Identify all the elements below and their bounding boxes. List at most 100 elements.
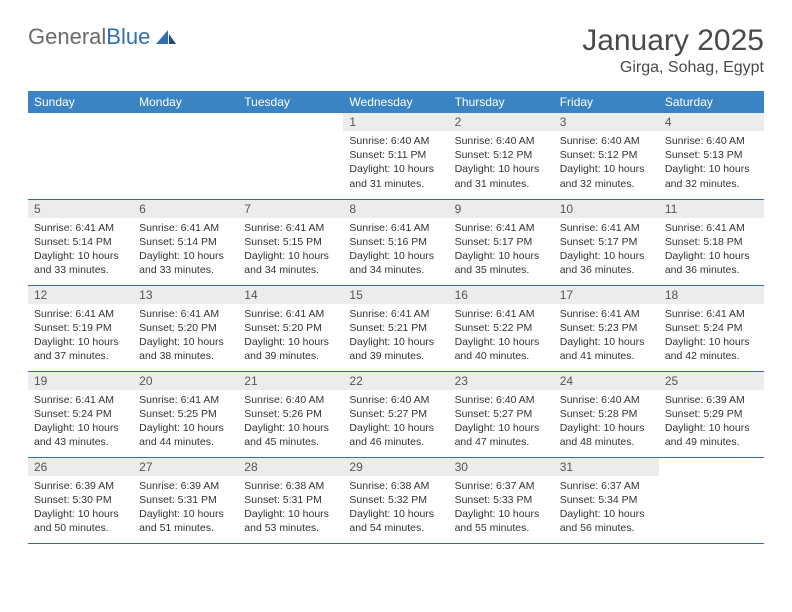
day-detail-line: and 32 minutes. — [560, 177, 653, 191]
day-detail-line: and 48 minutes. — [560, 435, 653, 449]
calendar-cell: 3Sunrise: 6:40 AMSunset: 5:12 PMDaylight… — [554, 113, 659, 199]
calendar-body: 1Sunrise: 6:40 AMSunset: 5:11 PMDaylight… — [28, 113, 764, 543]
day-detail-line: Daylight: 10 hours — [349, 335, 442, 349]
day-detail-line: Daylight: 10 hours — [560, 507, 653, 521]
day-detail-line: Sunrise: 6:41 AM — [349, 221, 442, 235]
weekday-row: SundayMondayTuesdayWednesdayThursdayFrid… — [28, 91, 764, 113]
calendar-cell: 14Sunrise: 6:41 AMSunset: 5:20 PMDayligh… — [238, 285, 343, 371]
day-detail-line: Daylight: 10 hours — [244, 507, 337, 521]
day-detail-line: and 36 minutes. — [560, 263, 653, 277]
day-detail-line: and 32 minutes. — [665, 177, 758, 191]
day-detail-line: Sunrise: 6:40 AM — [455, 134, 548, 148]
day-detail-line: and 41 minutes. — [560, 349, 653, 363]
day-detail-line: Daylight: 10 hours — [139, 335, 232, 349]
day-details: Sunrise: 6:41 AMSunset: 5:15 PMDaylight:… — [238, 218, 343, 282]
day-detail-line: and 38 minutes. — [139, 349, 232, 363]
calendar-week-row: 26Sunrise: 6:39 AMSunset: 5:30 PMDayligh… — [28, 457, 764, 543]
weekday-header: Saturday — [659, 91, 764, 113]
day-detail-line: Sunrise: 6:41 AM — [244, 221, 337, 235]
day-details: Sunrise: 6:39 AMSunset: 5:29 PMDaylight:… — [659, 390, 764, 454]
day-detail-line: Sunset: 5:14 PM — [34, 235, 127, 249]
day-detail-line: Sunrise: 6:39 AM — [34, 479, 127, 493]
day-detail-line: and 56 minutes. — [560, 521, 653, 535]
day-details: Sunrise: 6:41 AMSunset: 5:16 PMDaylight:… — [343, 218, 448, 282]
day-details: Sunrise: 6:38 AMSunset: 5:32 PMDaylight:… — [343, 476, 448, 540]
day-details: Sunrise: 6:41 AMSunset: 5:20 PMDaylight:… — [238, 304, 343, 368]
day-detail-line: Sunset: 5:17 PM — [455, 235, 548, 249]
day-details: Sunrise: 6:41 AMSunset: 5:22 PMDaylight:… — [449, 304, 554, 368]
day-number: 21 — [238, 372, 343, 390]
calendar-cell — [238, 113, 343, 199]
day-detail-line: Sunset: 5:28 PM — [560, 407, 653, 421]
day-detail-line: and 54 minutes. — [349, 521, 442, 535]
day-detail-line: Sunrise: 6:40 AM — [560, 134, 653, 148]
day-details: Sunrise: 6:40 AMSunset: 5:27 PMDaylight:… — [343, 390, 448, 454]
day-detail-line: Sunrise: 6:41 AM — [560, 221, 653, 235]
day-details: Sunrise: 6:40 AMSunset: 5:13 PMDaylight:… — [659, 131, 764, 195]
calendar-cell: 26Sunrise: 6:39 AMSunset: 5:30 PMDayligh… — [28, 457, 133, 543]
day-detail-line: and 47 minutes. — [455, 435, 548, 449]
day-detail-line: Daylight: 10 hours — [455, 162, 548, 176]
day-detail-line: Daylight: 10 hours — [244, 421, 337, 435]
day-number: 23 — [449, 372, 554, 390]
calendar-cell: 31Sunrise: 6:37 AMSunset: 5:34 PMDayligh… — [554, 457, 659, 543]
day-details: Sunrise: 6:39 AMSunset: 5:31 PMDaylight:… — [133, 476, 238, 540]
day-detail-line: Daylight: 10 hours — [349, 421, 442, 435]
day-details: Sunrise: 6:37 AMSunset: 5:34 PMDaylight:… — [554, 476, 659, 540]
day-detail-line: and 55 minutes. — [455, 521, 548, 535]
calendar-cell: 23Sunrise: 6:40 AMSunset: 5:27 PMDayligh… — [449, 371, 554, 457]
day-detail-line: Daylight: 10 hours — [139, 421, 232, 435]
calendar-cell — [28, 113, 133, 199]
day-detail-line: and 44 minutes. — [139, 435, 232, 449]
day-details: Sunrise: 6:41 AMSunset: 5:17 PMDaylight:… — [449, 218, 554, 282]
calendar-cell: 9Sunrise: 6:41 AMSunset: 5:17 PMDaylight… — [449, 199, 554, 285]
day-detail-line: Sunset: 5:16 PM — [349, 235, 442, 249]
calendar-cell: 13Sunrise: 6:41 AMSunset: 5:20 PMDayligh… — [133, 285, 238, 371]
day-details: Sunrise: 6:40 AMSunset: 5:12 PMDaylight:… — [554, 131, 659, 195]
calendar-cell: 18Sunrise: 6:41 AMSunset: 5:24 PMDayligh… — [659, 285, 764, 371]
calendar-cell: 22Sunrise: 6:40 AMSunset: 5:27 PMDayligh… — [343, 371, 448, 457]
day-detail-line: Daylight: 10 hours — [665, 249, 758, 263]
day-detail-line: Daylight: 10 hours — [34, 421, 127, 435]
day-detail-line: Daylight: 10 hours — [560, 162, 653, 176]
day-number: 2 — [449, 113, 554, 131]
day-detail-line: Sunrise: 6:37 AM — [560, 479, 653, 493]
day-detail-line: Sunset: 5:26 PM — [244, 407, 337, 421]
weekday-header: Thursday — [449, 91, 554, 113]
day-detail-line: Daylight: 10 hours — [455, 335, 548, 349]
day-detail-line: Daylight: 10 hours — [560, 421, 653, 435]
day-details: Sunrise: 6:41 AMSunset: 5:23 PMDaylight:… — [554, 304, 659, 368]
calendar-cell: 17Sunrise: 6:41 AMSunset: 5:23 PMDayligh… — [554, 285, 659, 371]
calendar-table: SundayMondayTuesdayWednesdayThursdayFrid… — [28, 91, 764, 544]
day-detail-line: Daylight: 10 hours — [349, 249, 442, 263]
day-detail-line: Sunset: 5:33 PM — [455, 493, 548, 507]
day-detail-line: Sunset: 5:24 PM — [34, 407, 127, 421]
calendar-cell: 8Sunrise: 6:41 AMSunset: 5:16 PMDaylight… — [343, 199, 448, 285]
day-detail-line: Sunset: 5:15 PM — [244, 235, 337, 249]
day-number: 29 — [343, 458, 448, 476]
calendar-cell: 1Sunrise: 6:40 AMSunset: 5:11 PMDaylight… — [343, 113, 448, 199]
day-detail-line: Sunrise: 6:40 AM — [455, 393, 548, 407]
day-details: Sunrise: 6:41 AMSunset: 5:18 PMDaylight:… — [659, 218, 764, 282]
day-detail-line: Sunset: 5:30 PM — [34, 493, 127, 507]
day-detail-line: and 33 minutes. — [139, 263, 232, 277]
day-detail-line: Sunrise: 6:38 AM — [349, 479, 442, 493]
calendar-cell: 27Sunrise: 6:39 AMSunset: 5:31 PMDayligh… — [133, 457, 238, 543]
day-details: Sunrise: 6:41 AMSunset: 5:25 PMDaylight:… — [133, 390, 238, 454]
calendar-page: GeneralBlue January 2025 Girga, Sohag, E… — [0, 0, 792, 568]
calendar-week-row: 1Sunrise: 6:40 AMSunset: 5:11 PMDaylight… — [28, 113, 764, 199]
day-detail-line: and 33 minutes. — [34, 263, 127, 277]
calendar-cell: 12Sunrise: 6:41 AMSunset: 5:19 PMDayligh… — [28, 285, 133, 371]
day-detail-line: Sunset: 5:22 PM — [455, 321, 548, 335]
calendar-cell: 7Sunrise: 6:41 AMSunset: 5:15 PMDaylight… — [238, 199, 343, 285]
day-detail-line: Daylight: 10 hours — [34, 249, 127, 263]
page-title: January 2025 — [582, 24, 764, 57]
day-detail-line: and 50 minutes. — [34, 521, 127, 535]
day-detail-line: Daylight: 10 hours — [665, 162, 758, 176]
calendar-cell: 6Sunrise: 6:41 AMSunset: 5:14 PMDaylight… — [133, 199, 238, 285]
day-detail-line: and 31 minutes. — [349, 177, 442, 191]
day-detail-line: Daylight: 10 hours — [34, 507, 127, 521]
weekday-header: Monday — [133, 91, 238, 113]
day-detail-line: Sunset: 5:32 PM — [349, 493, 442, 507]
day-number: 8 — [343, 200, 448, 218]
